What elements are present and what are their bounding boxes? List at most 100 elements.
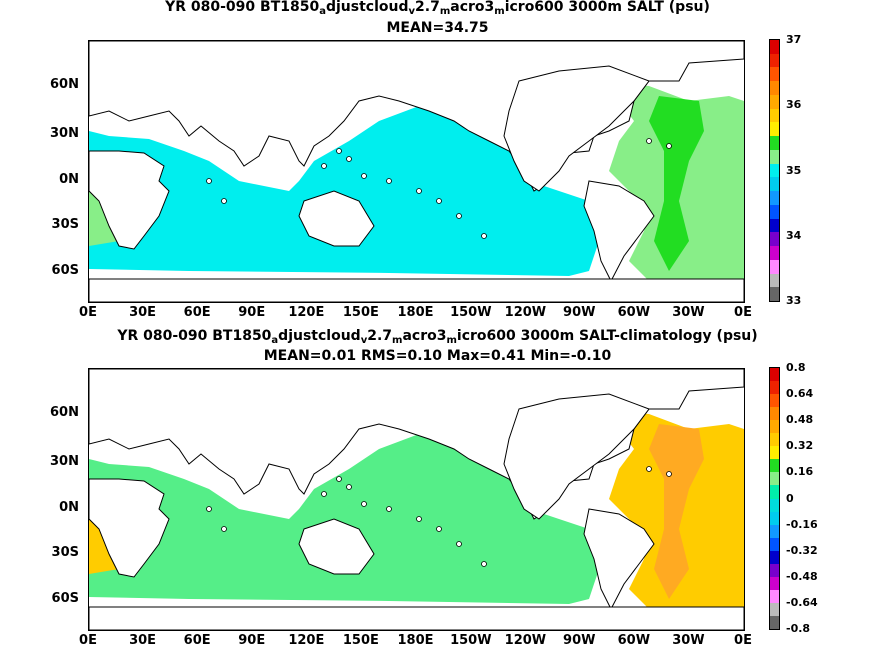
island xyxy=(206,178,212,184)
lat-label: 60S xyxy=(51,591,79,606)
island xyxy=(646,138,652,144)
colorbar-segment xyxy=(770,446,779,461)
colorbar-segment xyxy=(770,537,779,552)
lat-label: 60S xyxy=(51,263,79,278)
landmass-south-america xyxy=(583,180,655,283)
lon-label: 150E xyxy=(342,305,379,320)
lon-label: 150W xyxy=(450,305,492,320)
colorbar-label: 35 xyxy=(786,163,802,177)
island xyxy=(336,476,342,482)
colorbar-segment xyxy=(770,511,779,526)
panel2-stats: MEAN=0.01 RMS=0.10 Max=0.41 Min=-0.10 xyxy=(263,348,612,364)
colorbar-label: 0 xyxy=(786,491,794,505)
island xyxy=(436,526,442,532)
lon-label: 30E xyxy=(129,633,157,648)
colorbar-segment xyxy=(770,394,779,409)
colorbar-segment xyxy=(770,53,779,68)
lat-label: 60N xyxy=(50,405,79,420)
colorbar-segment xyxy=(770,472,779,487)
colorbar-segment xyxy=(770,191,779,206)
landmass-australia xyxy=(298,190,375,247)
colorbar-segment xyxy=(770,485,779,500)
lat-label: 30N xyxy=(50,454,79,469)
colorbar-segment xyxy=(770,433,779,448)
landmass-antarctica xyxy=(89,606,744,630)
lon-label: 120W xyxy=(504,305,547,320)
lon-label: 180E xyxy=(397,305,434,320)
lon-label: 120E xyxy=(288,305,325,320)
landmass-north-america xyxy=(503,65,650,192)
colorbar-segment xyxy=(770,136,779,151)
lon-label: 0E xyxy=(79,305,97,320)
lat-label: 0N xyxy=(59,172,79,187)
colorbar-segment xyxy=(770,420,779,435)
colorbar-segment xyxy=(770,204,779,219)
island xyxy=(361,501,367,507)
colorbar-segment xyxy=(770,40,779,54)
lon-label: 90E xyxy=(238,305,266,320)
lon-label: 120E xyxy=(288,633,325,648)
lon-label: 180E xyxy=(397,633,434,648)
colorbar-label: -0.48 xyxy=(786,569,818,583)
colorbar-segment xyxy=(770,368,779,382)
island xyxy=(481,561,487,567)
colorbar-label: -0.32 xyxy=(786,543,818,557)
colorbar-label: 34 xyxy=(786,228,802,242)
island xyxy=(386,178,392,184)
ocean-field-atlantic-core xyxy=(649,424,704,599)
island xyxy=(336,148,342,154)
lon-label: 150W xyxy=(450,633,492,648)
colorbar-label: 0.16 xyxy=(786,465,814,479)
island xyxy=(646,466,652,472)
island xyxy=(221,198,227,204)
landmass-africa xyxy=(89,478,170,578)
colorbar-segment xyxy=(770,232,779,247)
lon-label: 30E xyxy=(129,305,157,320)
panel2-title: YR 080-090 BT1850adjustcloudv2.7macro3mi… xyxy=(117,328,758,346)
island xyxy=(386,506,392,512)
colorbar-segment xyxy=(770,67,779,82)
colorbar-label: 37 xyxy=(786,33,802,46)
colorbar-segment xyxy=(770,615,779,630)
island xyxy=(481,233,487,239)
island xyxy=(361,173,367,179)
lat-label: 0N xyxy=(59,500,79,515)
lon-label: 0E xyxy=(734,305,752,320)
colorbar-segment xyxy=(770,576,779,591)
lon-label: 120W xyxy=(504,633,547,648)
colorbar-segment xyxy=(770,407,779,422)
colorbar-frame xyxy=(769,39,780,302)
island xyxy=(346,484,352,490)
landmass-australia xyxy=(298,518,375,575)
landmass-north-america xyxy=(503,393,650,520)
colorbar-segment xyxy=(770,381,779,396)
lon-label: 60W xyxy=(617,633,651,648)
ocean-field-pacific-indian xyxy=(89,429,599,604)
lon-label: 0E xyxy=(734,633,752,648)
ocean-field-atlantic-core xyxy=(649,96,704,271)
island xyxy=(221,526,227,532)
colorbar-label: -0.64 xyxy=(786,595,818,609)
island xyxy=(456,213,462,219)
lon-label: 150E xyxy=(342,633,379,648)
island xyxy=(416,516,422,522)
lat-label: 60N xyxy=(50,77,79,92)
island xyxy=(666,471,672,477)
island xyxy=(206,506,212,512)
landmass-south-america xyxy=(583,508,655,611)
colorbar-segment xyxy=(770,563,779,578)
lat-label: 30S xyxy=(51,545,79,560)
landmass-africa xyxy=(89,150,170,250)
colorbar-label: 0.32 xyxy=(786,439,814,453)
lon-label: 60W xyxy=(617,305,651,320)
colorbar-segment xyxy=(770,94,779,109)
colorbar-label: 0.64 xyxy=(786,387,814,401)
colorbar-frame xyxy=(769,367,780,630)
colorbar-segment xyxy=(770,273,779,288)
colorbar-segment xyxy=(770,524,779,539)
colorbar-segment xyxy=(770,218,779,233)
island xyxy=(416,188,422,194)
colorbar-segment xyxy=(770,81,779,96)
lat-label: 30S xyxy=(51,217,79,232)
colorbar-segment xyxy=(770,163,779,178)
